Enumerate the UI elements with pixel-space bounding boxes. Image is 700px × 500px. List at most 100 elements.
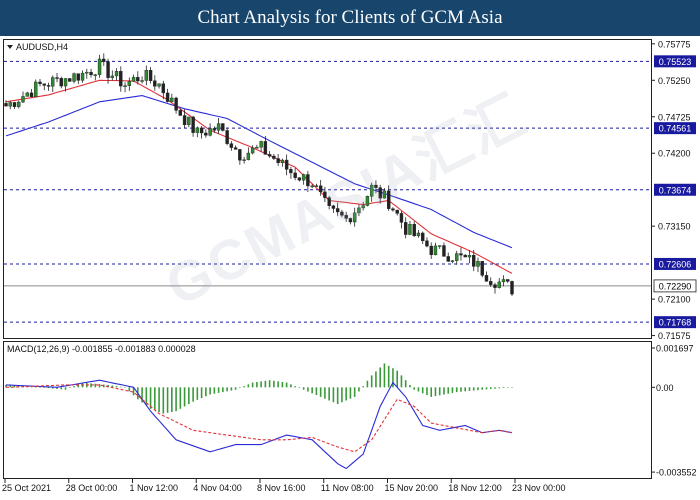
macd-histogram-bar [234,387,237,390]
macd-histogram-bar [34,387,37,388]
macd-histogram-bar [353,387,356,397]
price-tick-label: 0.73150 [658,222,691,232]
macd-histogram-bar [375,371,377,388]
macd-histogram-bar [39,387,41,388]
candle-bear [386,190,391,209]
macd-histogram-bar [77,384,80,388]
candle-bear [506,279,510,282]
candle-bear [212,128,217,131]
macd-histogram-bar [451,387,454,393]
price-tick-label: 0.75250 [658,76,691,86]
candle-bear [102,58,106,62]
time-tick-label: 8 Nov 16:00 [257,483,306,493]
macd-histogram-bar [166,387,169,413]
macd-histogram-bar [192,387,194,402]
macd-histogram-bar [243,386,245,388]
time-tick-label: 18 Nov 12:00 [448,483,502,493]
candle-bull [455,253,459,261]
candle-bull [310,185,314,188]
candle-bull [369,184,374,197]
macd-histogram-bar [158,387,160,412]
macd-histogram-bar [145,387,148,406]
candle-bear [225,130,229,144]
symbol-label: AUDUSD,H4 [16,42,68,52]
macd-histogram-bar [132,387,135,396]
candle-bull [352,212,357,223]
levels-layer: 0.75523 0.74561 0.73674 0.72606 0.72290 0.717… [4,55,697,329]
macd-histogram-bar [47,387,50,389]
candle-bear [421,232,425,242]
macd-histogram-bar [183,387,186,407]
macd-histogram-bar [379,367,381,388]
candle-bear [182,115,187,125]
macd-histogram-bar [358,387,360,392]
macd-histogram-bar [336,387,339,405]
candle-bull [408,224,412,235]
level-label: 0.74561 [659,124,692,134]
level-box [654,257,696,270]
candle-bull [497,281,501,288]
candle-bull [110,75,115,78]
candle-bull [280,159,285,163]
macd-histogram-bar [349,387,352,399]
level-box [654,316,696,329]
macd-line [5,379,513,470]
macd-histogram-bar [128,387,131,392]
macd-histogram-bar [506,387,509,388]
candle-bear [489,281,493,285]
time-tick-label: 28 Oct 00:00 [66,483,118,493]
candle-bull [242,159,246,161]
macd-histogram-bar [273,380,275,388]
macd-histogram-bar [502,387,505,389]
macd-histogram-bar [111,385,114,388]
candle-bull [123,85,127,87]
candle-bull [450,260,455,262]
candle-bull [314,185,319,187]
symbol-dropdown-icon[interactable] [7,45,13,49]
macd-histogram-bar [290,384,292,388]
time-tick-label: 15 Nov 20:00 [385,483,439,493]
macd-histogram-bar [222,387,224,393]
macd-histogram-bar [404,380,407,388]
macd-histogram-bar [472,387,475,391]
macd-histogram-bar [315,387,318,396]
candle-bear [89,71,93,76]
chart-canvas: 0.75523 0.74561 0.73674 0.72606 0.72290 0.717… [2,39,697,493]
candle-bear [340,211,344,216]
candle-bull [127,81,132,86]
macd-histogram-bar [154,387,156,411]
candle-bull [97,58,102,75]
macd-histogram-bar [251,382,254,388]
candle-bear [395,209,399,214]
level-label: 0.71768 [659,318,692,328]
candle-bull [170,97,174,102]
candle-bear [403,222,408,235]
candle-bear [374,184,378,188]
candle-bull [144,70,149,81]
candle-bull [72,73,76,82]
candle-bear [293,172,297,178]
candle-bull [216,123,221,131]
candle-bear [378,187,382,199]
moving-averages-layer [5,79,513,274]
candle-bull [208,128,212,136]
candle-bull [361,205,365,209]
macd-histogram-bar [477,387,479,391]
macd-histogram-bar [43,387,46,388]
macd-histogram-bar [396,370,398,388]
level-label: 0.72606 [659,259,692,269]
macd-histogram-bar [434,387,437,397]
signal-line [5,384,513,453]
candle-bear [272,155,276,159]
page-title: Chart Analysis for Clients of GCM Asia [197,7,503,28]
candle-bear [229,143,234,148]
candle-bear [429,245,433,256]
macd-histogram-bar [188,387,190,405]
macd-histogram-bar [60,387,63,390]
candle-bear [267,154,272,157]
macd-histogram-bar [447,387,450,394]
macd-histogram-bar [239,387,241,388]
macd-histogram-bar [494,387,496,389]
macd-histogram-bar [13,385,16,388]
candle-bear [76,73,80,81]
